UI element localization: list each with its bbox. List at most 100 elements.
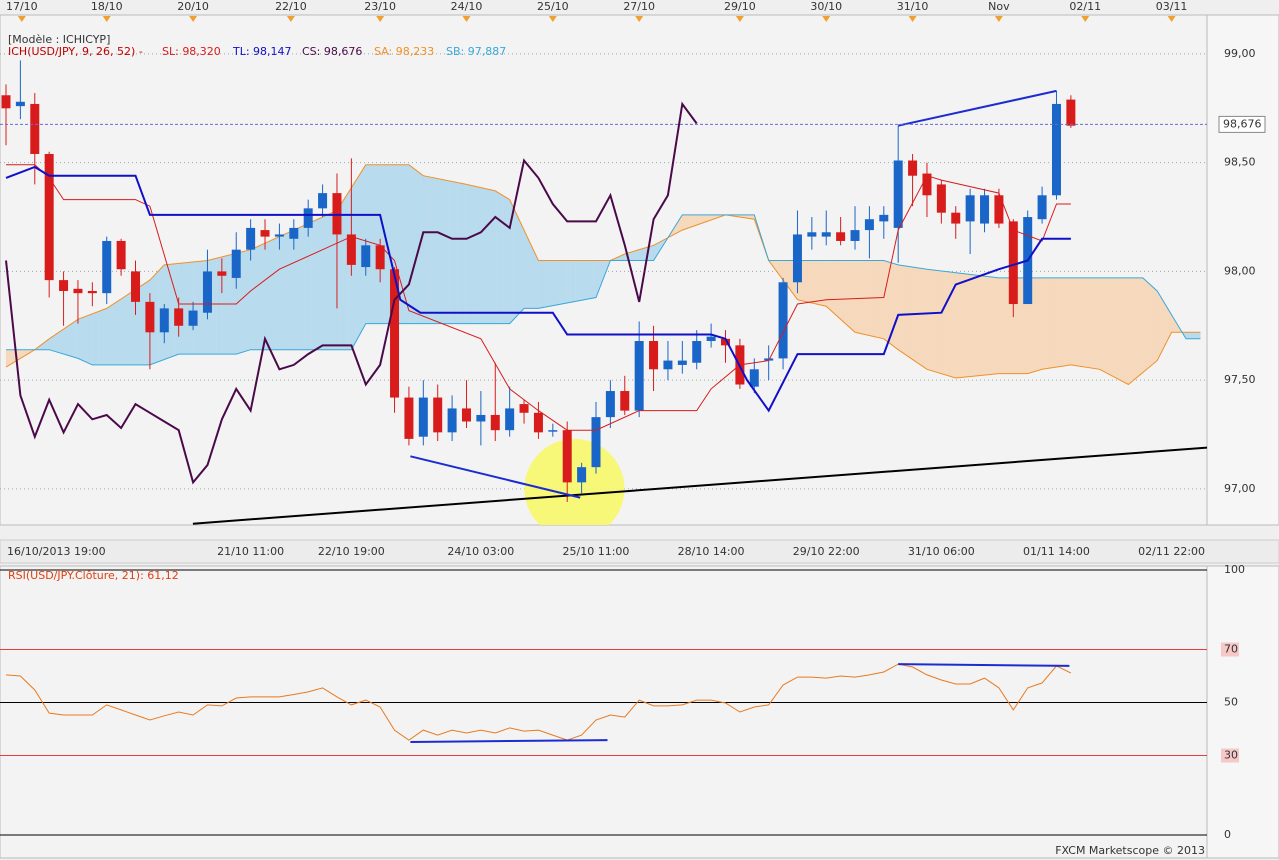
cloud-fill — [86, 314, 90, 364]
trend-line — [410, 739, 608, 743]
cloud-fill — [1116, 277, 1120, 381]
cloud-fill — [184, 262, 188, 355]
cloud-fill — [129, 291, 133, 366]
cloud-fill — [555, 260, 559, 306]
candle-body — [174, 308, 184, 326]
cloud-fill — [469, 184, 473, 324]
cloud-fill — [77, 317, 82, 361]
cloud-fill — [1076, 277, 1080, 367]
cloud-fill — [302, 224, 306, 350]
top-date-label: 29/10 — [724, 0, 756, 13]
cloud-fill — [1113, 277, 1118, 379]
cloud-fill — [371, 164, 375, 324]
cloud-fill — [126, 292, 130, 366]
cloud-fill — [1036, 277, 1040, 372]
cloud-fill — [483, 188, 487, 324]
cloud-fill — [811, 260, 815, 304]
y-tick-label: 99,00 — [1224, 47, 1256, 60]
rsi-axis — [1206, 565, 1279, 859]
cloud-fill — [74, 318, 79, 359]
date-marker — [286, 16, 295, 22]
cloud-fill — [342, 196, 346, 350]
cloud-fill — [918, 267, 922, 366]
cloud-line — [6, 214, 1201, 366]
cloud-fill — [492, 190, 496, 324]
indicator-label: ICH(USD/JPY, 9, 26, 52) - — [8, 45, 143, 58]
cloud-fill — [69, 322, 73, 357]
cloud-fill — [978, 275, 982, 376]
top-date-label: 18/10 — [91, 0, 123, 13]
candle-body — [706, 336, 716, 342]
cloud-fill — [1039, 277, 1043, 371]
cloud-fill — [247, 249, 251, 351]
candle-body — [821, 232, 831, 237]
cloud-fill — [567, 260, 571, 304]
candle-body — [692, 341, 702, 363]
cloud-fill — [287, 231, 292, 350]
y-tick-label: 50 — [1224, 696, 1238, 709]
cloud-fill — [880, 260, 884, 340]
cloud-fill — [541, 260, 545, 309]
x-tick-label: 29/10 22:00 — [793, 545, 860, 558]
candle-body — [15, 101, 25, 107]
indicator-line — [6, 164, 1071, 431]
indicator-line — [5, 165, 1071, 413]
cloud-fill — [1151, 285, 1155, 366]
cloud-fill — [515, 211, 519, 319]
cloud-fill — [431, 177, 436, 324]
cloud-fill — [687, 214, 692, 229]
cloud-fill — [443, 179, 447, 324]
cloud-fill — [843, 260, 847, 325]
cloud-fill — [685, 214, 689, 230]
y-tick-label: 97,00 — [1224, 482, 1256, 495]
cloud-fill — [584, 260, 588, 300]
cloud-fill — [284, 232, 289, 350]
cloud-fill — [319, 216, 323, 350]
cloud-fill — [803, 260, 807, 302]
cloud-fill — [299, 225, 303, 350]
x-tick-label: 25/10 11:00 — [563, 545, 630, 558]
cloud-fill — [630, 251, 634, 261]
candle-body — [951, 212, 961, 224]
candle-body — [879, 214, 889, 222]
cloud-fill — [506, 197, 510, 324]
cloud-fill — [486, 188, 490, 324]
cloud-fill — [1157, 290, 1161, 361]
candle-body — [418, 397, 428, 437]
cloud-fill — [987, 276, 991, 376]
cloud-fill — [1191, 332, 1195, 340]
cloud-fill — [587, 260, 591, 300]
candle-body — [908, 160, 918, 176]
trend-line — [898, 663, 1070, 667]
cloud-fill — [1105, 277, 1109, 375]
date-marker — [189, 16, 198, 22]
cloud-fill — [241, 250, 246, 353]
cloud-fill — [984, 275, 988, 376]
cloud-fill — [414, 168, 418, 324]
price-axis — [1206, 14, 1279, 526]
top-date-label: 02/11 — [1069, 0, 1101, 13]
cloud-fill — [80, 316, 84, 362]
candle-body — [1008, 221, 1018, 305]
cloud-fill — [1096, 277, 1100, 370]
candle-body — [677, 360, 687, 365]
cloud-fill — [1053, 277, 1057, 368]
tick-label-box — [1221, 642, 1239, 657]
candle-body — [980, 195, 990, 224]
candle-body — [778, 282, 788, 359]
candle-body — [145, 301, 155, 333]
cloud-fill — [969, 274, 974, 377]
cloud-fill — [1110, 277, 1115, 378]
cloud-fill — [1194, 332, 1198, 340]
cloud-fill — [564, 260, 568, 304]
cloud-fill — [1062, 277, 1066, 367]
legend-entry: SA: 98,233 — [374, 45, 434, 58]
cloud-fill — [1070, 277, 1074, 366]
cloud-fill — [305, 223, 309, 350]
cloud-fill — [1047, 277, 1051, 369]
candle-body — [505, 408, 515, 431]
cloud-fill — [523, 230, 528, 309]
cloud-fill — [279, 235, 283, 350]
x-tick-label: 28/10 14:00 — [678, 545, 745, 558]
